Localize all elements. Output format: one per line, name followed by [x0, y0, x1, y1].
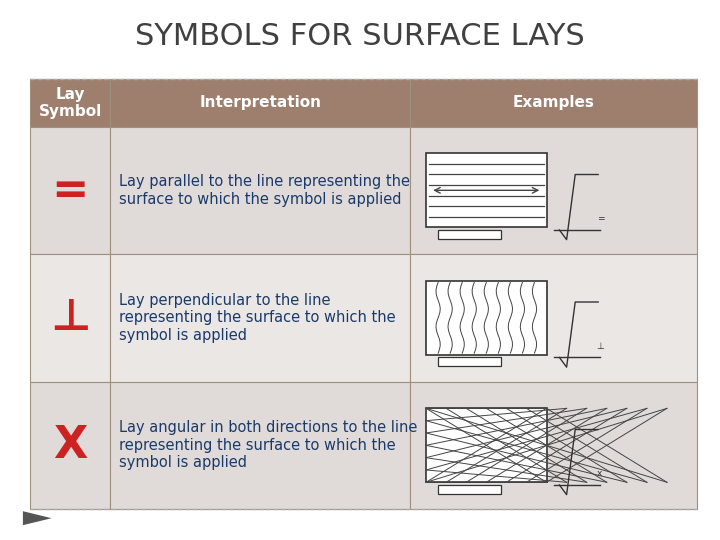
Bar	[410, 79, 697, 126]
Bar	[426, 153, 546, 227]
Bar	[410, 254, 697, 382]
Bar	[426, 281, 546, 355]
Bar	[30, 382, 110, 509]
Polygon shape	[23, 511, 52, 525]
Text: Lay angular in both directions to the line
representing the surface to which the: Lay angular in both directions to the li…	[120, 421, 418, 470]
Text: =: =	[597, 214, 604, 224]
Bar	[410, 382, 697, 509]
Text: Lay
Symbol: Lay Symbol	[38, 87, 102, 119]
Text: Examples: Examples	[513, 96, 595, 110]
Text: SYMBOLS FOR SURFACE LAYS: SYMBOLS FOR SURFACE LAYS	[135, 22, 585, 51]
Bar	[30, 254, 110, 382]
Text: X: X	[53, 424, 87, 467]
Bar	[110, 126, 410, 254]
Bar	[30, 126, 110, 254]
Text: Lay perpendicular to the line
representing the surface to which the
symbol is ap: Lay perpendicular to the line representi…	[120, 293, 396, 343]
Bar	[110, 382, 410, 509]
Bar	[438, 230, 500, 239]
Text: =: =	[51, 169, 89, 212]
Text: ⊥: ⊥	[597, 342, 605, 351]
Text: Lay parallel to the line representing the
surface to which the symbol is applied: Lay parallel to the line representing th…	[120, 174, 410, 206]
Text: ⊥: ⊥	[50, 296, 91, 339]
Bar	[438, 357, 500, 367]
Bar	[30, 79, 110, 126]
Bar	[110, 254, 410, 382]
Text: Interpretation: Interpretation	[199, 96, 321, 110]
Bar	[110, 79, 410, 126]
Text: x: x	[597, 469, 602, 478]
Bar	[438, 485, 500, 494]
Bar	[410, 126, 697, 254]
Bar	[426, 408, 546, 482]
